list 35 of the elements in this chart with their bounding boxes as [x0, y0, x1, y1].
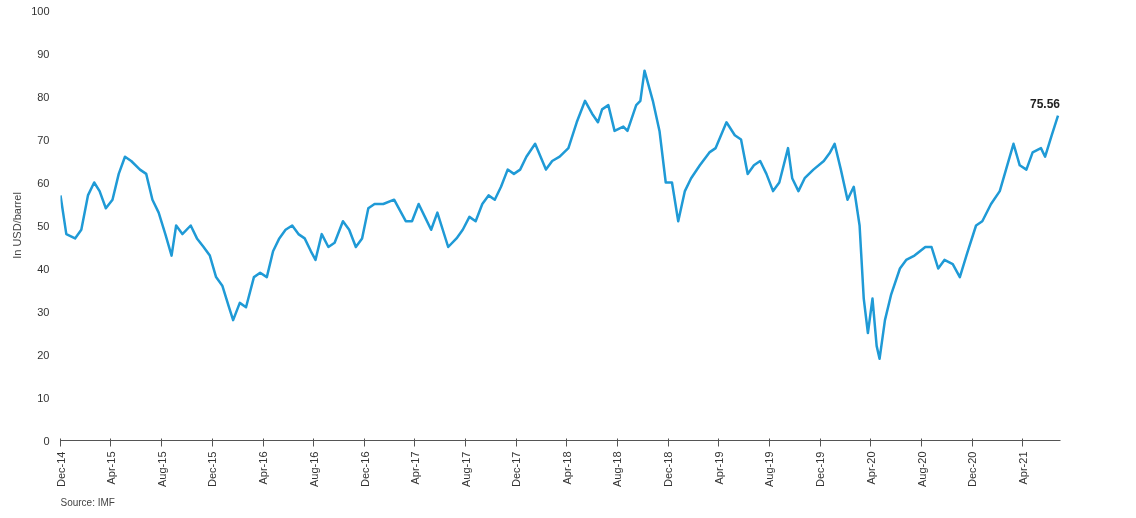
x-tick-label: Dec-16 — [358, 451, 371, 487]
line-series — [60, 69, 1060, 361]
x-tick-label: Apr-21 — [1016, 451, 1029, 485]
y-tick-label: 20 — [37, 348, 50, 361]
x-tick-label: Dec-14 — [54, 451, 67, 487]
x-tick-label: Aug-15 — [155, 451, 168, 487]
y-tick-label: 50 — [37, 219, 50, 232]
y-tick-label: 70 — [37, 133, 50, 146]
x-tick-label: Dec-18 — [662, 451, 675, 487]
x-tick-label: Aug-20 — [915, 451, 928, 487]
y-tick-label: 90 — [37, 47, 50, 60]
x-tick-label: Aug-17 — [459, 451, 472, 487]
y-tick-label: 100 — [31, 4, 50, 17]
x-tick-label: Apr-17 — [408, 451, 421, 485]
x-tick-label: Dec-20 — [966, 451, 979, 487]
x-tick-label: Aug-16 — [307, 451, 320, 487]
y-axis-title: In USD/barrel — [11, 192, 24, 259]
x-tick-label: Aug-19 — [763, 451, 776, 487]
x-tick-label: Dec-19 — [814, 451, 827, 487]
y-tick-label: 80 — [37, 90, 50, 103]
x-tick-label: Dec-17 — [510, 451, 523, 487]
y-tick-label: 10 — [37, 391, 50, 404]
annotation: 75.56 — [1029, 96, 1061, 111]
x-tick-label: Dec-15 — [206, 451, 219, 487]
x-tick-label: Apr-20 — [864, 451, 877, 485]
x-tick-label: Aug-18 — [611, 451, 624, 487]
y-tick-label: 0 — [43, 434, 50, 447]
x-tick-label: Apr-18 — [560, 451, 573, 485]
y-tick-label: 30 — [37, 305, 50, 318]
y-tick-label: 60 — [37, 176, 50, 189]
y-tick-label: 40 — [37, 262, 50, 275]
x-tick-label: Apr-16 — [257, 451, 270, 485]
x-tick-label: Apr-19 — [712, 451, 725, 485]
x-tick-label: Apr-15 — [104, 451, 117, 485]
source-note: Source: IMF — [60, 496, 115, 508]
